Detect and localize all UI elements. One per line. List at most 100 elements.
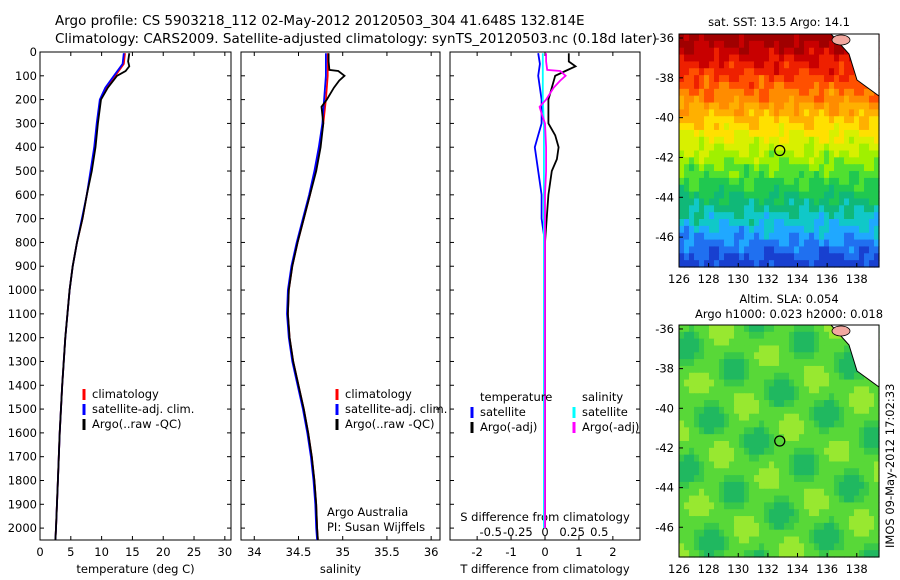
map-cell [849, 198, 855, 206]
map-cell [739, 529, 745, 538]
map-cell [709, 88, 715, 97]
map-cell [694, 157, 700, 165]
map-cell [809, 47, 815, 56]
map-cell [719, 212, 725, 220]
map-cell [819, 253, 825, 261]
y-tick-label: 0 [30, 45, 37, 59]
map-cell [779, 529, 785, 538]
map-cell [689, 550, 695, 558]
map-cell [734, 400, 740, 408]
map-cell [799, 365, 805, 374]
map-cell [869, 406, 875, 415]
map-cell [859, 232, 865, 241]
map-cell [809, 157, 815, 165]
map-cell [734, 61, 740, 69]
map-cell [704, 260, 710, 268]
map-cell [769, 260, 775, 268]
map-cell [779, 246, 785, 254]
map-cell [839, 54, 845, 63]
x-tick-label-salinity: 0 [541, 525, 548, 539]
map-cell [814, 246, 820, 254]
map-cell [859, 536, 865, 544]
map-cell [699, 47, 705, 56]
map-cell [764, 475, 770, 483]
map-cell [764, 61, 770, 69]
map-cell [804, 253, 810, 261]
map-cell [744, 171, 750, 179]
map-cell [684, 461, 690, 469]
map-cell [829, 157, 835, 165]
map-cell [809, 61, 815, 69]
map-cell [724, 184, 730, 193]
map-cell [844, 225, 850, 234]
map-cell [719, 468, 725, 476]
map-cell [804, 522, 810, 531]
map-cell [769, 129, 775, 138]
map-cell [779, 102, 785, 110]
map-cell [834, 177, 840, 186]
map-cell [859, 143, 865, 152]
map-cell [714, 68, 720, 76]
map-cell [859, 529, 865, 538]
map-cell [824, 543, 830, 551]
map-cell [699, 129, 705, 138]
map-cell [754, 338, 760, 347]
map-cell [734, 495, 740, 504]
map-cell [684, 109, 690, 117]
map-cell [704, 246, 710, 254]
map-cell [744, 205, 750, 213]
map-cell [874, 246, 880, 254]
map-cell [814, 509, 820, 517]
map-cell [734, 454, 740, 463]
map-cell [729, 441, 735, 449]
map-cell [694, 61, 700, 69]
map-cell [824, 143, 830, 152]
map-cell [709, 246, 715, 254]
map-cell [744, 393, 750, 401]
map-cell [734, 522, 740, 531]
x-tick-label: 130 [727, 272, 749, 286]
map-cell [724, 246, 730, 254]
map-cell [829, 325, 835, 333]
map-cell [829, 488, 835, 497]
map-cell [809, 246, 815, 254]
map-cell [819, 171, 825, 179]
map-cell [689, 529, 695, 538]
map-cell [689, 212, 695, 220]
map-cell [864, 379, 870, 388]
map-cell [734, 379, 740, 388]
map-cell [719, 386, 725, 394]
map-cell [859, 372, 865, 381]
map-cell [679, 400, 685, 408]
map-cell [694, 447, 700, 456]
map-cell [719, 447, 725, 456]
map-cell [824, 191, 830, 200]
map-cell [804, 468, 810, 476]
map-cell [799, 171, 805, 179]
map-cell [719, 177, 725, 186]
map-cell [769, 345, 775, 353]
map-cell [719, 516, 725, 524]
map-cell [784, 54, 790, 63]
map-cell [859, 198, 865, 206]
y-tick-label: 1100 [8, 307, 37, 321]
map-cell [769, 543, 775, 551]
map-cell [699, 116, 705, 124]
map-cell [869, 550, 875, 558]
map-cell [784, 434, 790, 442]
map-cell [764, 95, 770, 104]
map-cell [684, 481, 690, 490]
map-cell [854, 529, 860, 538]
map-cell [869, 454, 875, 463]
map-cell [874, 529, 880, 538]
map-cell [749, 461, 755, 469]
map-cell [849, 225, 855, 234]
map-cell [754, 61, 760, 69]
map-cell [774, 225, 780, 234]
map-cell [759, 379, 765, 388]
map-cell [774, 164, 780, 172]
map-cell [744, 61, 750, 69]
map-cell [724, 468, 730, 476]
map-cell [739, 191, 745, 200]
map-cell [724, 171, 730, 179]
